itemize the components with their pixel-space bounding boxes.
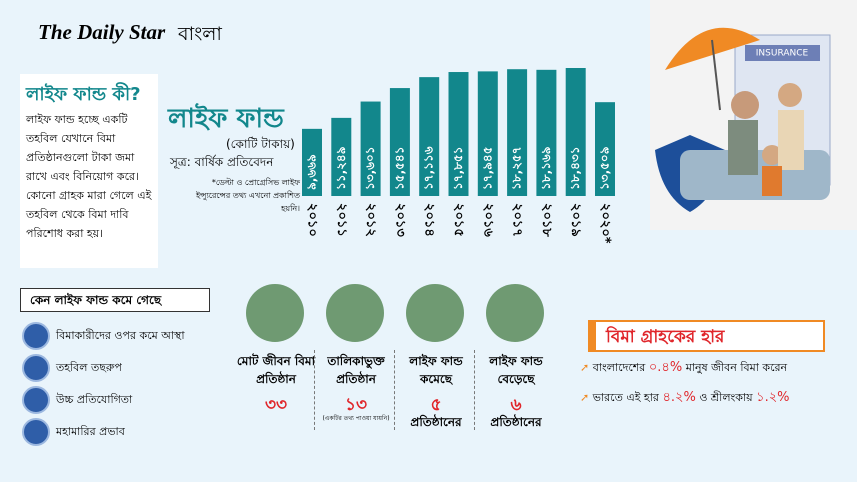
stat-label: লাইফ ফান্ড বেড়েছে (489, 354, 543, 386)
value-label: ১৭,৯৪৫ (480, 146, 494, 190)
reason-icon (22, 354, 50, 382)
logo-suffix: বাংলা (178, 23, 222, 45)
stat-value: ৫ (430, 395, 442, 415)
rate-title: বিমা গ্রাহকের হার (606, 327, 725, 347)
bar (389, 88, 410, 196)
x-tick-label: ২০১৮ (539, 203, 554, 237)
x-tick-label: ২০১৩ (392, 203, 407, 237)
bar (302, 128, 322, 196)
reasons-box (20, 288, 210, 312)
stat-label: মোট জীবন বিমা প্রতিষ্ঠান (236, 354, 316, 386)
bar (477, 71, 498, 196)
info-text: লাইফ ফান্ড হচ্ছে একটি তহবিল যেখানে বিমা … (26, 113, 152, 240)
reason-icon (22, 322, 50, 350)
rate-accent (588, 320, 596, 352)
x-tick-label: ২০১৬ (480, 203, 495, 237)
value-label: ৯,৬৬৯ (305, 154, 319, 190)
divider (474, 350, 475, 430)
reason-icon (22, 386, 50, 414)
bar (331, 117, 352, 196)
bar (536, 69, 557, 196)
rate-line: ➚ ভারতে এই হার ৪.২% ও শ্রীলংকায় ১.২% (580, 390, 790, 405)
value-label: ১৭,৮৫১ (451, 146, 465, 190)
text: বাংলাদেশের (592, 361, 646, 374)
bar (419, 77, 440, 196)
chart-title: লাইফ ফান্ড (168, 104, 284, 134)
stat-icon (406, 284, 464, 342)
text: ভারতে এই হার (592, 391, 659, 404)
value-label: ১১,২৪৯ (334, 146, 348, 190)
x-tick-label: ২০১১ (334, 203, 349, 237)
bar (448, 72, 469, 196)
percent: ১.২% (756, 390, 790, 405)
stat-icon (246, 284, 304, 342)
value-label: ১৮,৪৩১ (568, 146, 582, 190)
stat-note: (একটির তথ্য পাওয়া যায়নি) (322, 415, 390, 422)
percent: ৪.২% (662, 390, 696, 405)
bar (565, 68, 586, 196)
value-label: ১৮,২৫৭ (510, 146, 524, 190)
bar (360, 101, 381, 196)
text: ও শ্রীলংকায় (699, 391, 753, 404)
stat-label: তালিকাভুক্ত প্রতিষ্ঠান (327, 354, 385, 386)
x-tick-label: ২০২০* (598, 203, 613, 244)
value-label: ১৫,৫৪১ (392, 147, 406, 191)
bar (507, 69, 528, 196)
value-label: ১৭,১১৬ (422, 146, 436, 190)
reason-text: তহবিল তছরুপ (56, 361, 122, 374)
chart-note: *ডেল্টা ও প্রোগ্রেসিভ লাইফ ইন্স্যুরেন্সে… (196, 178, 300, 213)
reason-icon (22, 418, 50, 446)
chart-subtitle: (কোটি টাকায়) (226, 137, 295, 151)
stat-value: ১৩ (344, 395, 368, 415)
text: মানুষ জীবন বিমা করেন (685, 361, 788, 374)
stat-icon (486, 284, 544, 342)
stat-value: ৩৩ (264, 395, 288, 415)
rate-line: ➚ বাংলাদেশের ০.৪% মানুষ জীবন বিমা করেন (580, 360, 788, 375)
x-tick-label: ২০১২ (363, 203, 378, 237)
divider (394, 350, 395, 430)
logo: The Daily Star (38, 20, 166, 44)
illustration-label: INSURANCE (756, 49, 809, 59)
reasons-title: কেন লাইফ ফান্ড কমে গেছে (30, 293, 162, 307)
percent: ০.৪% (648, 360, 683, 375)
bar (595, 102, 615, 196)
info-title: লাইফ ফান্ড কী? (26, 84, 141, 105)
x-tick-label: ২০১৫ (451, 203, 466, 237)
stat-label: লাইফ ফান্ড কমেছে (409, 354, 463, 386)
value-label: ১৮,১৬৯ (539, 146, 553, 190)
x-tick-label: ২০১০ (305, 203, 320, 237)
reason-text: বিমাকারীদের ওপর কমে আস্থা (56, 329, 185, 342)
value-label: ১৩,৬০১ (363, 146, 377, 190)
stat-suffix: প্রতিষ্ঠানের (410, 415, 462, 429)
info-box (20, 74, 158, 268)
stat-icon (326, 284, 384, 342)
x-tick-label: ২০১৯ (568, 203, 583, 237)
reason-text: মহামারির প্রভাব (56, 425, 125, 438)
reason-text: উচ্চ প্রতিযোগিতা (56, 393, 133, 406)
rate-box (588, 320, 825, 352)
divider (314, 350, 315, 430)
stat-value: ৬ (510, 395, 522, 415)
x-tick-label: ২০১৭ (510, 203, 525, 237)
stat-suffix: প্রতিষ্ঠানের (490, 415, 542, 429)
illustration: INSURANCE (650, 0, 857, 230)
chart-source: সূত্র: বার্ষিক প্রতিবেদন (170, 155, 274, 169)
value-label: ১৩,৫০৯ (598, 146, 612, 190)
x-tick-label: ২০১৪ (422, 203, 437, 237)
